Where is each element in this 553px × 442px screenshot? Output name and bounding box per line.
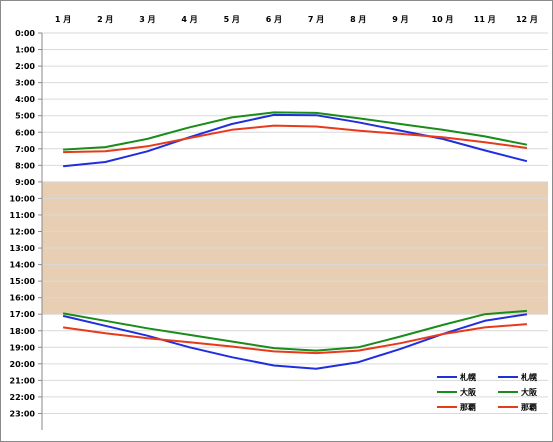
series-line-2: [63, 111, 528, 151]
y-tick-label: 3:00: [15, 79, 35, 88]
y-tick-label: 23:00: [10, 409, 36, 418]
y-tick-label: 4:00: [15, 95, 35, 104]
y-tick-label: 13:00: [10, 244, 36, 253]
legend-label: 那覇: [460, 403, 476, 412]
x-tick-label: 8 月: [350, 15, 366, 24]
legend-item: 札幌: [498, 372, 537, 382]
y-tick-label: 8:00: [15, 161, 35, 170]
y-tick-label: 14:00: [10, 261, 36, 270]
y-tick-label: 18:00: [10, 327, 36, 336]
y-tick-label: 17:00: [10, 310, 36, 319]
legend-label: 那覇: [521, 403, 537, 412]
x-tick-label: 1 月: [55, 15, 71, 24]
series-line-5: [62, 323, 527, 355]
y-tick-label: 6:00: [15, 128, 35, 137]
x-tick-label: 4 月: [181, 15, 197, 24]
y-tick-label: 20:00: [10, 360, 36, 369]
x-tick-label: 12 月: [516, 15, 538, 24]
y-tick-label: 0:00: [15, 29, 35, 38]
x-tick-label: 3 月: [139, 15, 155, 24]
legend-label: 大阪: [460, 387, 477, 397]
legend-label: 札幌: [459, 372, 476, 382]
x-tick-label: 2 月: [97, 15, 113, 24]
y-tick-label: 7:00: [15, 145, 35, 154]
y-tick-label: 2:00: [15, 62, 35, 71]
y-tick-label: 16:00: [10, 294, 36, 303]
y-tick-label: 22:00: [10, 393, 36, 402]
x-tick-label: 6 月: [266, 15, 282, 24]
y-tick-label: 12:00: [10, 228, 36, 237]
y-tick-label: 9:00: [15, 178, 35, 187]
x-tick-label: 10 月: [432, 15, 454, 24]
y-axis-ticks: 0:00 1:00 2:00 3:00 4:00 5:00 6:00 7:00 8:00 9:00…: [10, 29, 42, 418]
x-tick-label: 9 月: [392, 15, 408, 24]
y-tick-label: 15:00: [10, 277, 36, 286]
legend-label: 大阪: [521, 387, 538, 397]
legend-item: 大阪: [498, 387, 538, 397]
y-tick-label: 21:00: [10, 376, 36, 385]
y-tick-label: 11:00: [10, 211, 36, 220]
legend-item: 札幌: [437, 372, 476, 382]
legend-label: 札幌: [520, 372, 537, 382]
series-line-4: [63, 124, 528, 154]
y-tick-label: 5:00: [15, 112, 35, 121]
x-tick-label: 5 月: [224, 15, 240, 24]
y-tick-label: 19:00: [10, 343, 36, 352]
y-tick-label: 1:00: [15, 46, 35, 55]
legend-item: 那覇: [437, 403, 476, 412]
series-line-0: [63, 113, 528, 168]
legend-item: 大阪: [437, 387, 477, 397]
series-lines: [62, 111, 528, 370]
series-line-1: [62, 313, 528, 370]
legend-item: 那覇: [498, 403, 537, 412]
y-tick-label: 10:00: [10, 194, 36, 203]
gridlines: [42, 32, 548, 414]
x-tick-label: 11 月: [474, 15, 496, 24]
x-tick-label: 7 月: [308, 15, 324, 24]
series-line-3: [62, 309, 527, 352]
x-axis-ticks: 1 月 2 月 3 月 4 月 5 月 6 月 7 月 8 月 9 月 10 月 11 月 12 月: [55, 15, 538, 24]
